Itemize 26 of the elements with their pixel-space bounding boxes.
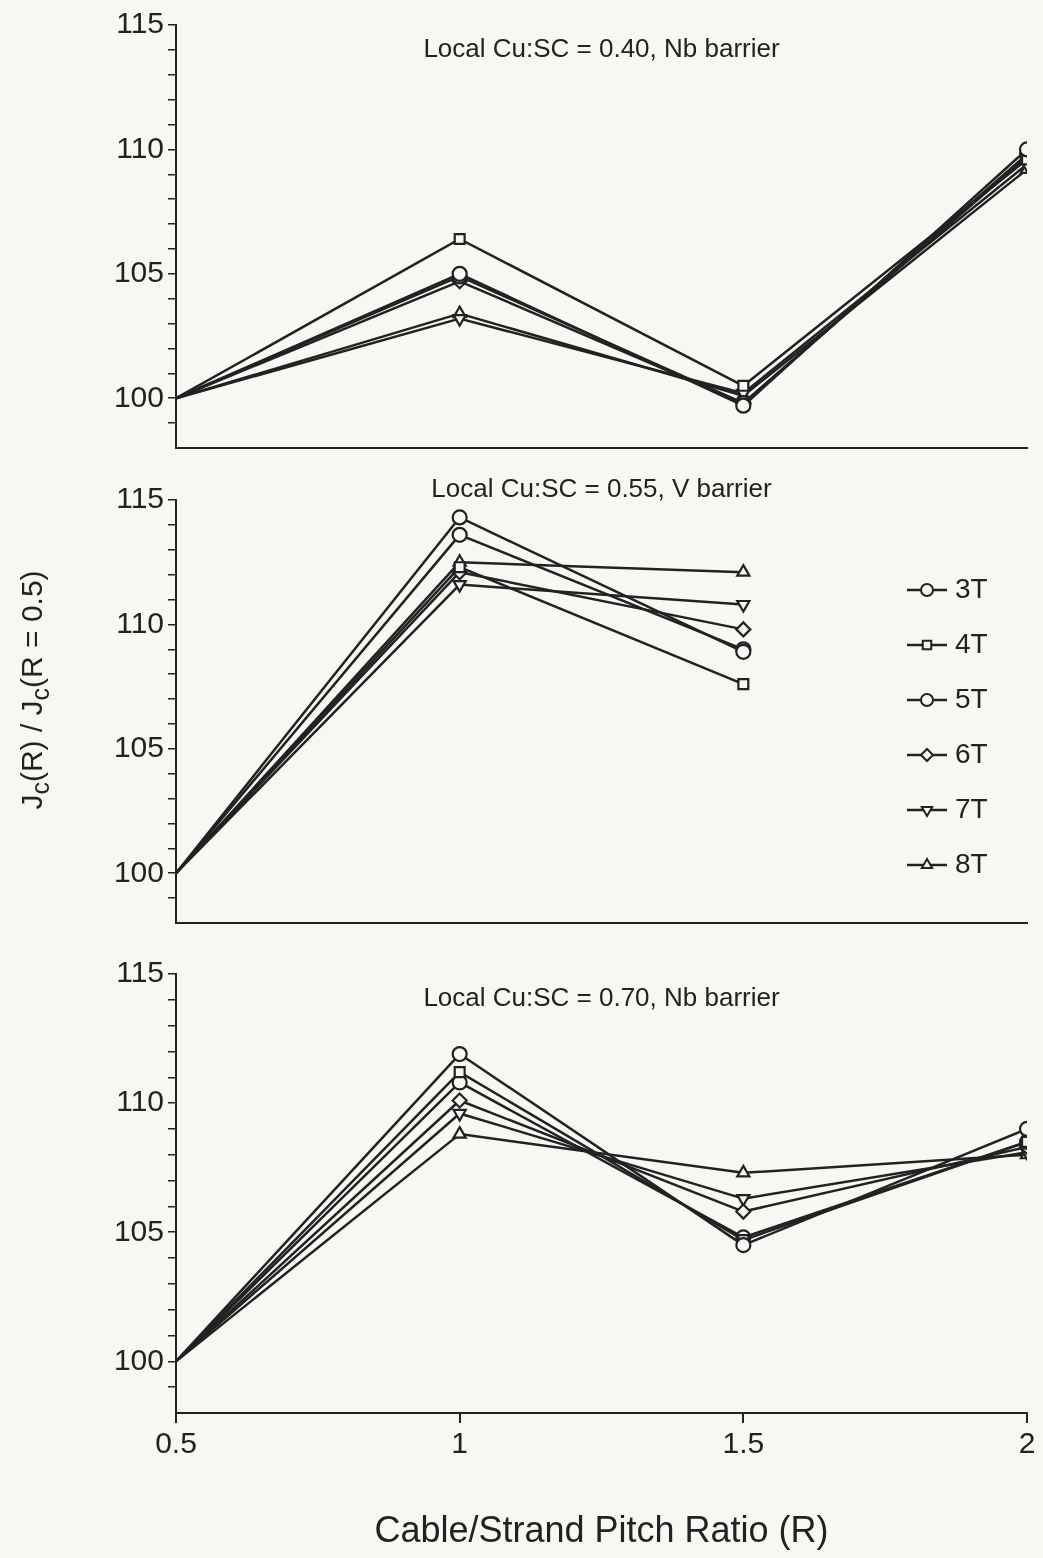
legend-label: 5T (955, 682, 988, 714)
y-tick-label: 110 (116, 130, 164, 164)
y-tick-label: 105 (113, 730, 164, 764)
y-tick-label: 115 (116, 6, 164, 40)
y-tick-label: 110 (116, 605, 164, 639)
legend-label: 6T (955, 737, 988, 769)
y-tick-label: 110 (116, 1084, 164, 1118)
y-tick-label: 115 (116, 955, 164, 989)
legend-label: 7T (955, 792, 988, 824)
x-tick-label: 1 (451, 1426, 469, 1460)
x-tick-label: 0.5 (155, 1426, 197, 1460)
chart-title: Local Cu:SC = 0.70, Nb barrier (423, 982, 780, 1013)
x-axis-title: Cable/Strand Pitch Ratio (R) (374, 1509, 829, 1551)
chart-title: Local Cu:SC = 0.40, Nb barrier (423, 33, 780, 64)
y-tick-label: 105 (113, 255, 164, 289)
chart-title: Local Cu:SC = 0.55, V barrier (431, 472, 773, 503)
y-tick-label: 100 (113, 1342, 164, 1376)
y-tick-label: 115 (116, 481, 164, 515)
legend-label: 3T (955, 572, 988, 604)
y-tick-label: 100 (113, 379, 164, 413)
legend-label: 4T (955, 627, 988, 659)
legend-label: 8T (955, 847, 988, 879)
x-tick-label: 1.5 (722, 1426, 765, 1460)
y-tick-label: 100 (113, 854, 164, 888)
y-tick-label: 105 (113, 1213, 164, 1247)
x-tick-label: 2 (1018, 1426, 1036, 1460)
